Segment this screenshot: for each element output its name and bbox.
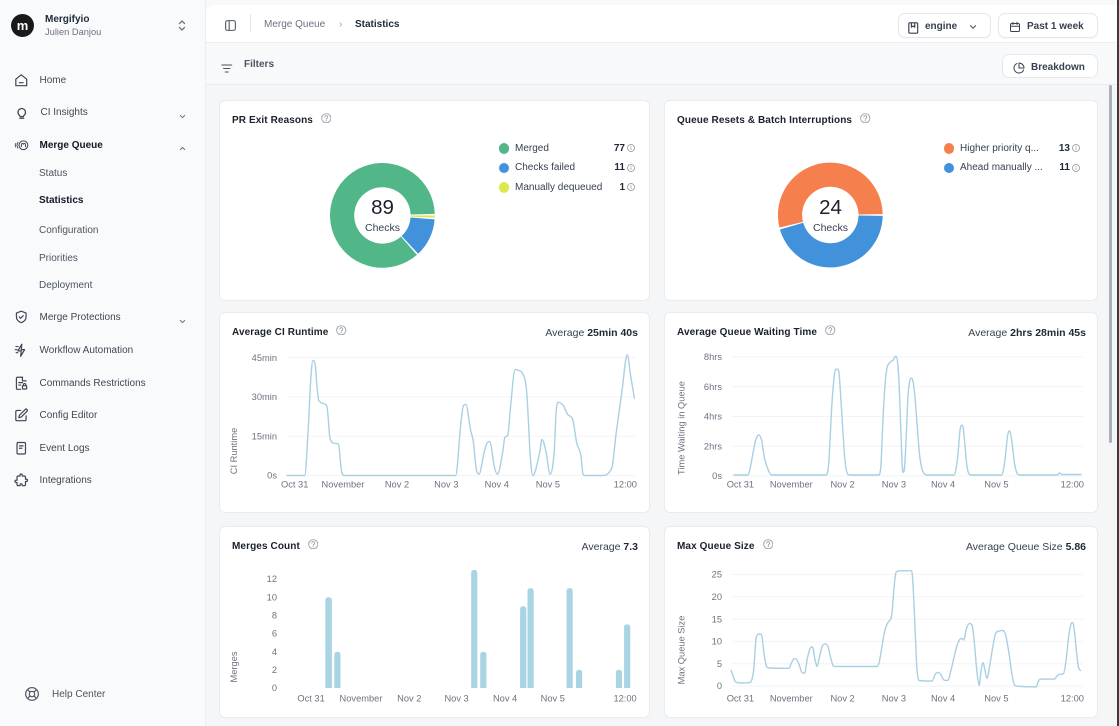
svg-text:0: 0 — [717, 681, 722, 691]
svg-text:5: 5 — [717, 659, 722, 669]
svg-text:Nov 2: Nov 2 — [830, 694, 854, 704]
svg-text:Nov 5: Nov 5 — [984, 480, 1008, 490]
svg-text:15min: 15min — [252, 431, 277, 441]
svg-text:12:00: 12:00 — [613, 694, 636, 704]
svg-text:Oct 31: Oct 31 — [727, 694, 754, 704]
svg-text:10: 10 — [712, 637, 722, 647]
svg-text:0: 0 — [272, 683, 277, 693]
svg-text:30min: 30min — [252, 392, 277, 402]
svg-text:Oct 31: Oct 31 — [281, 480, 308, 490]
svg-text:12:00: 12:00 — [1061, 694, 1084, 704]
svg-text:2: 2 — [272, 665, 277, 675]
svg-text:45min: 45min — [252, 353, 277, 363]
svg-text:Nov 5: Nov 5 — [984, 694, 1008, 704]
svg-text:6hrs: 6hrs — [704, 382, 722, 392]
svg-text:November: November — [770, 694, 813, 704]
svg-text:10: 10 — [267, 592, 277, 602]
svg-text:0s: 0s — [712, 471, 722, 481]
svg-text:12: 12 — [267, 574, 277, 584]
svg-text:0s: 0s — [267, 471, 277, 481]
svg-text:4hrs: 4hrs — [704, 412, 722, 422]
svg-text:Nov 3: Nov 3 — [434, 480, 458, 490]
svg-text:15: 15 — [712, 614, 722, 624]
svg-text:Nov 5: Nov 5 — [536, 480, 560, 490]
svg-text:Nov 4: Nov 4 — [931, 480, 955, 490]
svg-text:20: 20 — [712, 592, 722, 602]
svg-text:Time Waiting in Queue: Time Waiting in Queue — [677, 381, 687, 475]
svg-text:CI Runtime: CI Runtime — [229, 428, 239, 475]
svg-text:Nov 3: Nov 3 — [882, 480, 906, 490]
svg-text:Nov 5: Nov 5 — [541, 694, 565, 704]
svg-text:12:00: 12:00 — [614, 480, 637, 490]
svg-text:Nov 2: Nov 2 — [830, 480, 854, 490]
svg-text:Nov 4: Nov 4 — [931, 694, 955, 704]
svg-text:Oct 31: Oct 31 — [297, 694, 324, 704]
svg-text:2hrs: 2hrs — [704, 441, 722, 451]
svg-text:Nov 2: Nov 2 — [385, 480, 409, 490]
svg-text:8hrs: 8hrs — [704, 352, 722, 362]
svg-text:Nov 2: Nov 2 — [397, 694, 421, 704]
svg-text:Nov 4: Nov 4 — [493, 694, 517, 704]
svg-text:Nov 4: Nov 4 — [485, 480, 509, 490]
svg-text:25: 25 — [712, 570, 722, 580]
svg-text:8: 8 — [272, 611, 277, 621]
svg-text:4: 4 — [272, 647, 277, 657]
svg-text:6: 6 — [272, 629, 277, 639]
svg-text:November: November — [322, 480, 365, 490]
svg-text:12:00: 12:00 — [1061, 480, 1084, 490]
svg-text:Nov 3: Nov 3 — [444, 694, 468, 704]
svg-text:Nov 3: Nov 3 — [882, 694, 906, 704]
svg-text:Oct 31: Oct 31 — [727, 480, 754, 490]
svg-text:November: November — [770, 480, 813, 490]
svg-text:Merges: Merges — [229, 651, 239, 682]
svg-text:November: November — [340, 694, 383, 704]
svg-text:Max Queue Size: Max Queue Size — [677, 616, 687, 685]
